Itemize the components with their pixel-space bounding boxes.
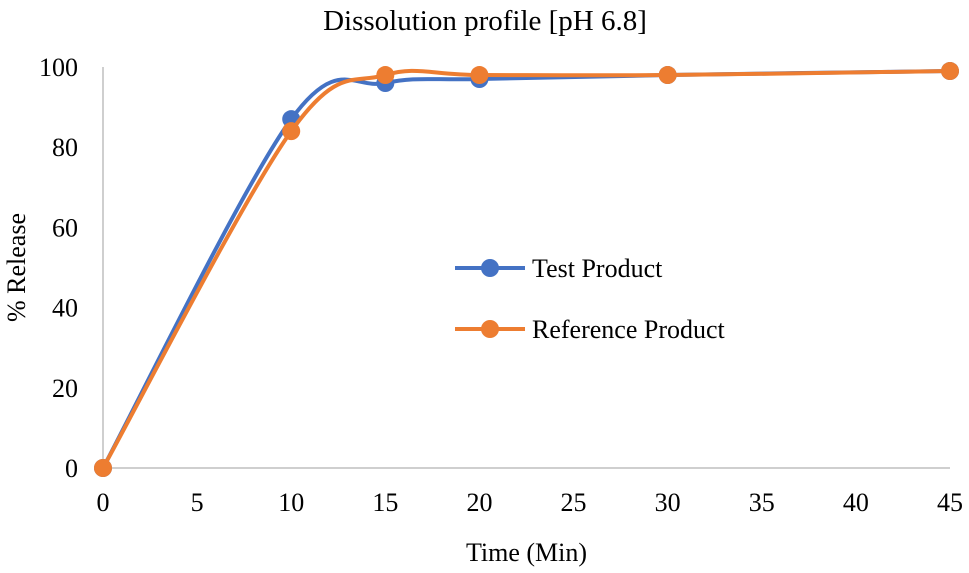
x-tick-label: 15 <box>372 488 398 517</box>
legend-label: Reference Product <box>532 315 726 344</box>
y-axis-title: % Release <box>2 213 31 322</box>
data-point <box>658 66 677 85</box>
legend-marker <box>481 320 499 338</box>
x-tick-label: 0 <box>97 488 110 517</box>
x-tick-label: 35 <box>749 488 775 517</box>
data-point <box>470 66 489 85</box>
y-tick-label: 20 <box>52 374 78 403</box>
series-layer <box>94 62 959 477</box>
legend-item: Reference Product <box>455 315 726 344</box>
legend-label: Test Product <box>532 254 663 283</box>
x-tick-label: 25 <box>561 488 587 517</box>
chart-title: Dissolution profile [pH 6.8] <box>323 5 647 37</box>
series-reference-product <box>94 62 959 477</box>
x-tick-label: 40 <box>843 488 869 517</box>
x-tick-label: 20 <box>466 488 492 517</box>
series-test-product <box>94 62 959 477</box>
legend: Test Product Reference Product <box>455 254 726 344</box>
x-tick-label: 30 <box>655 488 681 517</box>
data-point <box>376 66 395 85</box>
x-tick-label: 5 <box>191 488 204 517</box>
y-tick-label: 0 <box>65 454 78 483</box>
y-tick-label: 80 <box>52 133 78 162</box>
series-line <box>101 69 952 470</box>
y-tick-label: 60 <box>52 213 78 242</box>
x-axis-title: Time (Min) <box>466 538 587 567</box>
x-tick-labels: 0 5 10 15 20 25 30 35 40 45 <box>97 488 964 517</box>
x-tick-label: 10 <box>278 488 304 517</box>
x-tick-label: 45 <box>937 488 963 517</box>
axes <box>102 67 950 469</box>
legend-marker <box>481 259 499 277</box>
y-tick-label: 40 <box>52 294 78 323</box>
y-tick-label: 100 <box>39 53 78 82</box>
data-point <box>94 459 112 477</box>
series-line <box>101 68 952 470</box>
y-tick-labels: 0 20 40 60 80 100 <box>39 53 78 483</box>
data-point <box>282 122 301 141</box>
legend-item: Test Product <box>455 254 663 283</box>
data-point <box>941 62 959 81</box>
